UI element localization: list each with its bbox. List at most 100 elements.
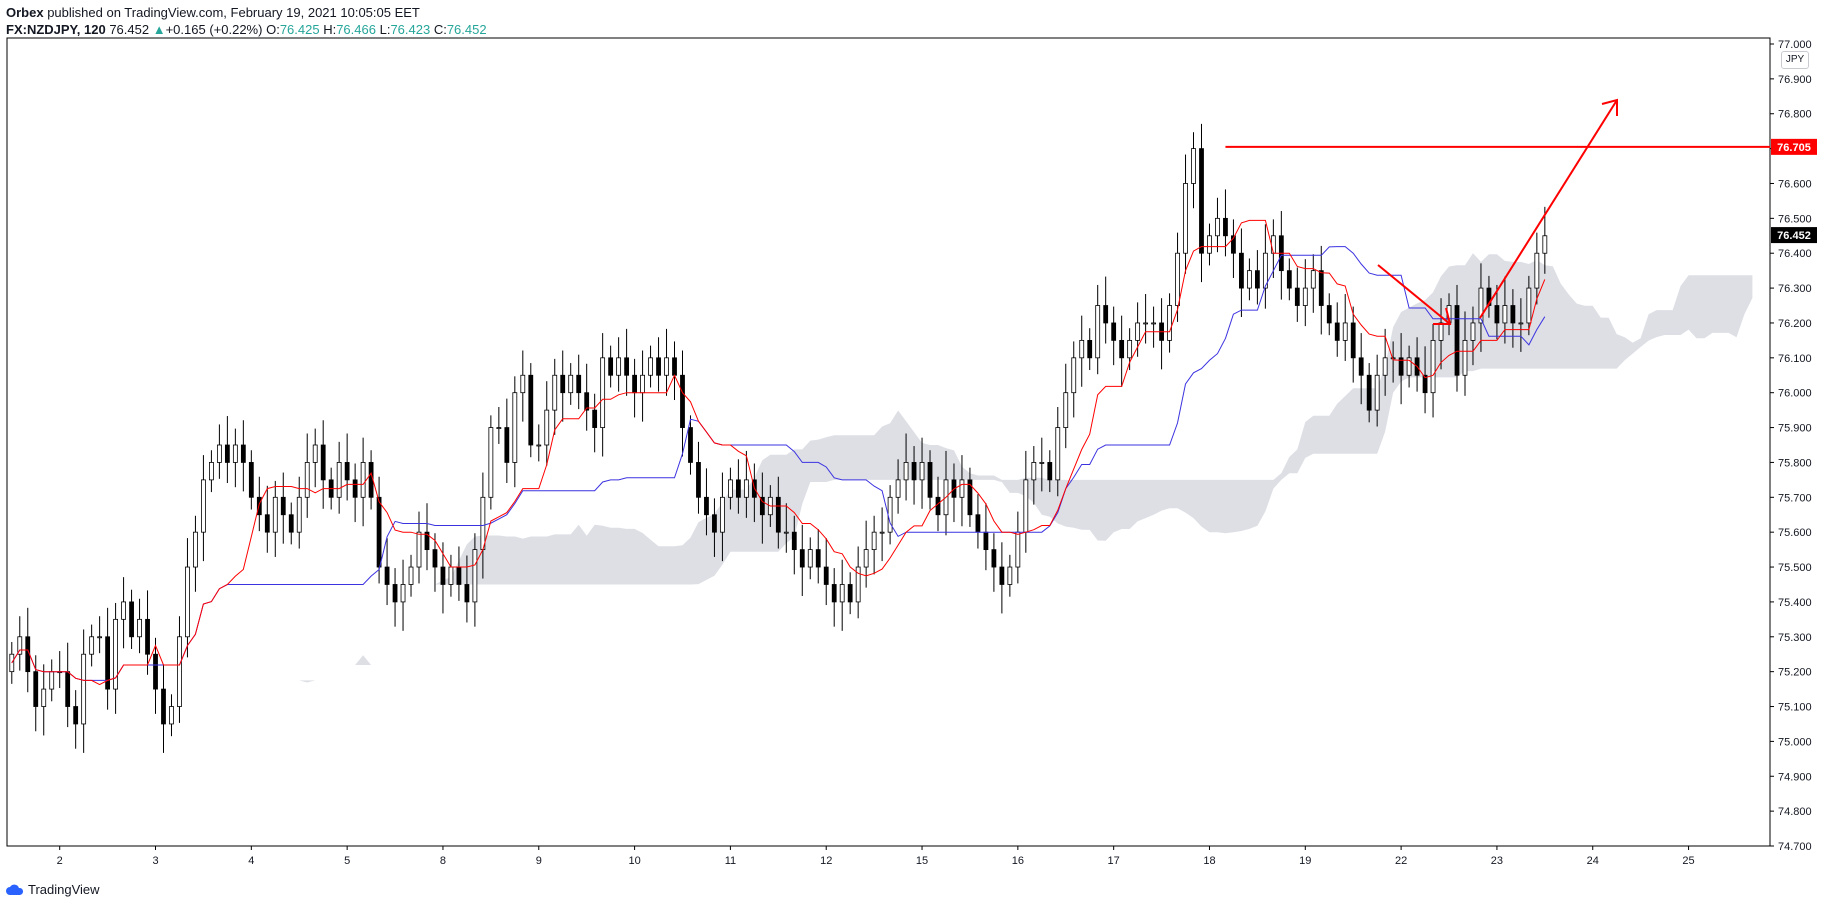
y-tick-label: 76.100 <box>1778 353 1812 365</box>
candle-body <box>121 601 126 620</box>
candle-body <box>568 374 574 394</box>
candle-body <box>632 374 637 394</box>
candle-body <box>831 584 837 603</box>
y-tick-label: 76.200 <box>1778 318 1812 330</box>
candle-body <box>248 462 254 498</box>
candle-body <box>344 462 350 481</box>
candle-body <box>1031 462 1037 481</box>
candle-body <box>1270 235 1276 254</box>
y-tick-label: 76.500 <box>1778 213 1812 225</box>
low-label: L: <box>379 22 391 37</box>
candle-body <box>815 549 821 568</box>
candle-body <box>1119 339 1125 359</box>
candle-body <box>1247 270 1252 289</box>
candle-body <box>935 496 941 516</box>
candle-body <box>616 357 622 376</box>
x-tick-label: 3 <box>152 855 158 867</box>
candle-body <box>448 566 454 585</box>
candle-body <box>696 462 701 498</box>
y-tick-label: 76.400 <box>1778 248 1812 260</box>
candle-body <box>1510 305 1516 324</box>
x-tick-label: 15 <box>916 855 928 867</box>
candle-body <box>49 671 55 690</box>
candle-body <box>552 374 558 411</box>
x-tick-label: 2 <box>57 855 63 867</box>
candle-body <box>33 671 39 707</box>
candle-body <box>1518 322 1524 325</box>
candle-body <box>1103 305 1109 324</box>
candle-body <box>1095 305 1101 359</box>
candle-body <box>576 374 582 394</box>
y-tick-label: 74.900 <box>1778 771 1812 783</box>
candle-body <box>488 427 494 498</box>
candle-body <box>464 584 470 603</box>
x-tick-label: 19 <box>1299 855 1311 867</box>
candle-body <box>424 531 430 551</box>
x-tick-label: 8 <box>440 855 446 867</box>
candle-body <box>528 374 534 446</box>
candle-body <box>1438 322 1444 341</box>
candle-body <box>536 444 542 447</box>
high-value: 76.466 <box>336 22 376 37</box>
currency-badge[interactable]: JPY <box>1781 51 1809 69</box>
x-tick-label: 16 <box>1012 855 1024 867</box>
candle-body <box>983 531 989 551</box>
candle-body <box>991 549 997 568</box>
candle-body <box>1286 270 1292 289</box>
symbol-info: FX:NZDJPY, 120 76.452 ▲+0.165 (+0.22%) O… <box>6 22 487 37</box>
y-tick-label: 75.700 <box>1778 492 1812 504</box>
candle-body <box>456 566 462 585</box>
candle-body <box>1087 339 1093 359</box>
candle-body <box>432 549 438 568</box>
candle-body <box>1374 374 1380 411</box>
candle-body <box>1071 357 1077 394</box>
candle-body <box>1526 287 1532 324</box>
candle-body <box>304 462 310 498</box>
candle-body <box>807 549 813 568</box>
candle-body <box>1350 322 1356 359</box>
candle-body <box>1023 479 1029 533</box>
close-label: C: <box>433 22 447 37</box>
candle-body <box>1382 357 1388 376</box>
candle-body <box>680 374 685 428</box>
publish-info: Orbex published on TradingView.com, Febr… <box>6 5 420 20</box>
candle-body <box>193 531 198 568</box>
candle-body <box>1358 357 1364 376</box>
candle-body <box>376 496 382 568</box>
x-tick-label: 24 <box>1587 855 1599 867</box>
candle-body <box>408 566 414 585</box>
candle-body <box>105 636 111 690</box>
y-tick-label: 76.800 <box>1778 109 1812 121</box>
x-tick-label: 4 <box>248 855 254 867</box>
candle-body <box>1294 287 1300 306</box>
candle-body <box>73 706 79 725</box>
candle-body <box>1334 322 1340 341</box>
y-tick-label: 77.000 <box>1778 39 1812 51</box>
candle-body <box>352 479 358 498</box>
down-arrow-icon <box>1433 307 1452 325</box>
candle-body <box>1231 235 1236 254</box>
y-tick-label: 75.500 <box>1778 562 1812 574</box>
candle-body <box>1183 183 1188 254</box>
y-tick-label: 75.200 <box>1778 667 1812 679</box>
candle-body <box>1151 322 1156 325</box>
last-price: 76.452 <box>109 22 150 37</box>
candle-body <box>161 688 166 725</box>
candle-body <box>847 584 853 603</box>
candle-body <box>975 514 981 533</box>
y-tick-label: 75.100 <box>1778 702 1812 714</box>
candle-body <box>1199 148 1204 254</box>
candle-body <box>1406 357 1412 376</box>
candle-body <box>879 531 885 534</box>
candle-body <box>1055 427 1061 481</box>
tradingview-logo[interactable]: TradingView <box>6 882 100 897</box>
candle-body <box>584 392 590 411</box>
plot-frame <box>6 37 1771 847</box>
tenkan-line <box>11 219 1546 686</box>
candle-body <box>496 427 502 429</box>
price-label-bg <box>1771 138 1817 155</box>
candle-body <box>1422 374 1428 394</box>
y-tick-label: 75.300 <box>1778 632 1812 644</box>
candle-body <box>624 357 630 376</box>
